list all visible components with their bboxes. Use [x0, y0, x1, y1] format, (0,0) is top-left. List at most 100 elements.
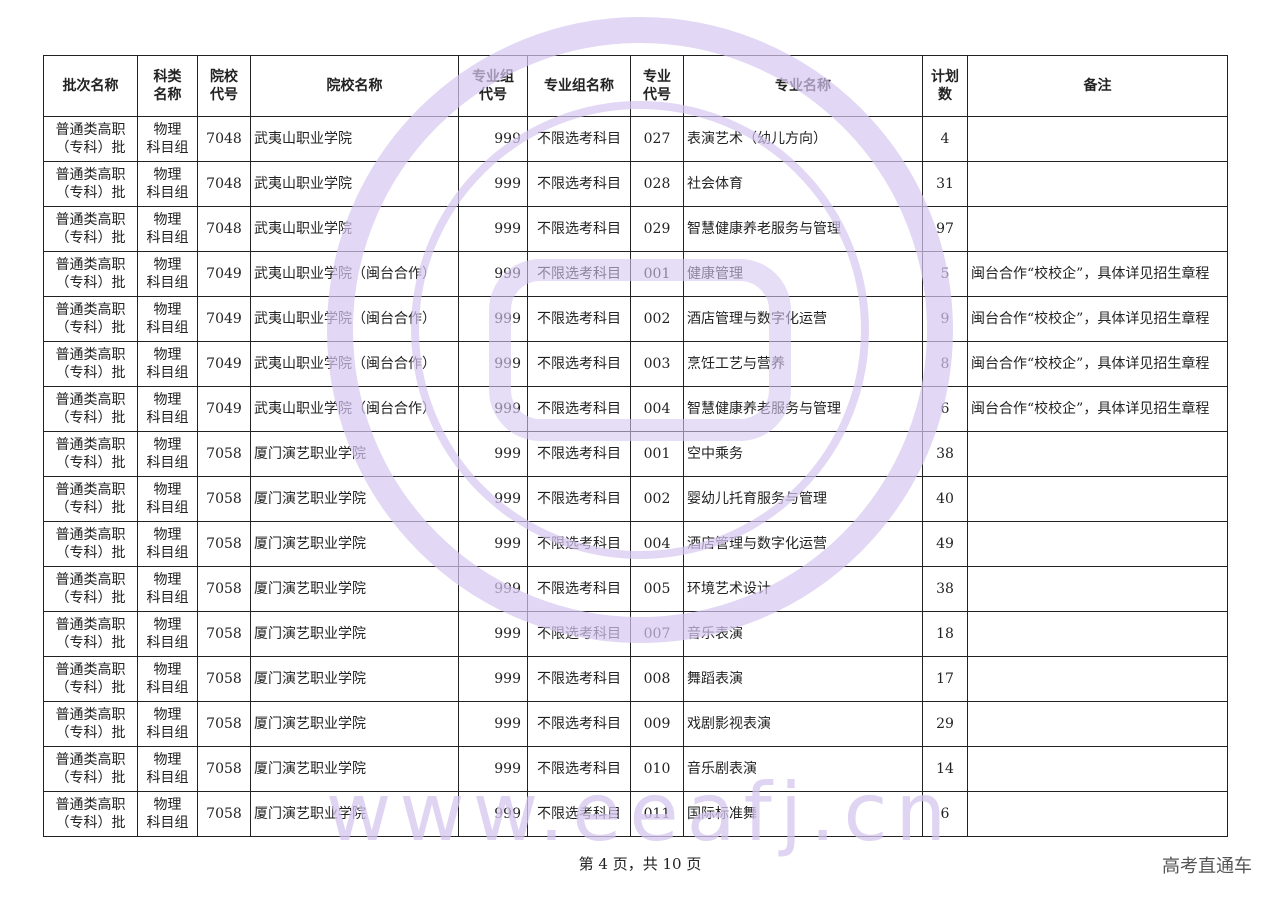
major-code-text: 009 [643, 716, 671, 732]
cell-school-code: 7058 [197, 521, 251, 567]
cell-school: 武夷山职业学院 [250, 116, 459, 162]
cell-school-code: 7058 [197, 746, 251, 792]
cell-group-code: 999 [458, 386, 528, 432]
cell-group-code: 999 [458, 611, 528, 657]
cell-batch: 普通类高职 （专科）批 [43, 251, 138, 297]
cell-school-code: 7049 [197, 251, 251, 297]
plan-text: 8 [940, 356, 950, 372]
cell-plan: 6 [922, 386, 968, 432]
cell-plan: 5 [922, 251, 968, 297]
school-code-text: 7049 [206, 266, 242, 282]
cell-batch: 普通类高职 （专科）批 [43, 476, 138, 522]
cell-plan: 8 [922, 341, 968, 387]
group-code-text: 999 [494, 626, 521, 642]
category-text: 物理 [153, 572, 182, 588]
cell-major-code: 004 [630, 521, 684, 567]
major-code-text: 028 [643, 176, 671, 192]
cell-school-code: 7058 [197, 791, 251, 837]
header-category: 科类 名称 [137, 55, 198, 117]
cell-major: 音乐表演 [683, 611, 923, 657]
table-row: 普通类高职 （专科）批 物理 科目组 7049 武夷山职业学院（闽台合作） 999 不限选考科… [43, 386, 1228, 432]
batch-text: （专科）批 [55, 590, 126, 606]
category-text: 科目组 [146, 500, 189, 516]
table-row: 普通类高职 （专科）批 物理 科目组 7048 武夷山职业学院 999 不限选考科目 028 社会… [43, 161, 1228, 207]
header-text: 专业组 [472, 69, 514, 85]
school-code-text: 7058 [206, 716, 242, 732]
school-code-text: 7058 [206, 491, 242, 507]
school-code-text: 7058 [206, 536, 242, 552]
category-text: 科目组 [146, 410, 189, 426]
cell-major-code: 028 [630, 161, 684, 207]
cell-category: 物理 科目组 [137, 431, 198, 477]
group-code-text: 999 [494, 536, 521, 552]
cell-major-code: 002 [630, 476, 684, 522]
cell-batch: 普通类高职 （专科）批 [43, 296, 138, 342]
major-text: 烹饪工艺与营养 [687, 356, 785, 372]
cell-category: 物理 科目组 [137, 341, 198, 387]
cell-group-code: 999 [458, 521, 528, 567]
cell-batch: 普通类高职 （专科）批 [43, 161, 138, 207]
school-text: 武夷山职业学院 [254, 176, 352, 192]
cell-school-code: 7058 [197, 476, 251, 522]
header-text: 名称 [153, 87, 182, 103]
category-text: 物理 [153, 662, 182, 678]
cell-group-code: 999 [458, 566, 528, 612]
cell-group-code: 999 [458, 206, 528, 252]
batch-text: （专科）批 [55, 320, 126, 336]
cell-note [967, 431, 1228, 477]
cell-plan: 18 [922, 611, 968, 657]
school-code-text: 7049 [206, 401, 242, 417]
cell-group-name: 不限选考科目 [527, 161, 631, 207]
group-code-text: 999 [494, 356, 521, 372]
group-name-text: 不限选考科目 [537, 491, 621, 507]
cell-major: 酒店管理与数字化运营 [683, 521, 923, 567]
cell-major: 环境艺术设计 [683, 566, 923, 612]
school-code-text: 7058 [206, 626, 242, 642]
batch-text: （专科）批 [55, 680, 126, 696]
school-code-text: 7058 [206, 446, 242, 462]
batch-text: 普通类高职 [55, 392, 126, 408]
major-text: 智慧健康养老服务与管理 [687, 221, 841, 237]
cell-plan: 4 [922, 116, 968, 162]
major-code-text: 007 [643, 626, 671, 642]
batch-text: 普通类高职 [55, 662, 126, 678]
major-text: 空中乘务 [687, 446, 743, 462]
cell-category: 物理 科目组 [137, 656, 198, 702]
cell-group-code: 999 [458, 431, 528, 477]
major-text: 表演艺术（幼儿方向） [687, 131, 827, 147]
group-code-text: 999 [494, 581, 521, 597]
school-text: 武夷山职业学院 [254, 131, 352, 147]
batch-text: 普通类高职 [55, 707, 126, 723]
category-text: 物理 [153, 527, 182, 543]
cell-group-code: 999 [458, 656, 528, 702]
major-text: 婴幼儿托育服务与管理 [687, 491, 827, 507]
cell-school-code: 7048 [197, 206, 251, 252]
cell-note [967, 206, 1228, 252]
major-text: 音乐剧表演 [687, 761, 757, 777]
cell-major-code: 029 [630, 206, 684, 252]
header-text: 院校名称 [326, 78, 383, 94]
school-text: 厦门演艺职业学院 [254, 536, 366, 552]
table-row: 普通类高职 （专科）批 物理 科目组 7058 厦门演艺职业学院 999 不限选考科目 002 婴… [43, 476, 1228, 522]
cell-category: 物理 科目组 [137, 206, 198, 252]
school-text: 厦门演艺职业学院 [254, 806, 366, 822]
cell-group-name: 不限选考科目 [527, 701, 631, 747]
batch-text: 普通类高职 [55, 617, 126, 633]
group-name-text: 不限选考科目 [537, 671, 621, 687]
cell-category: 物理 科目组 [137, 566, 198, 612]
cell-major: 音乐剧表演 [683, 746, 923, 792]
batch-text: （专科）批 [55, 140, 126, 156]
header-text: 专业名称 [775, 78, 831, 94]
cell-group-name: 不限选考科目 [527, 431, 631, 477]
batch-text: （专科）批 [55, 500, 126, 516]
batch-text: （专科）批 [55, 635, 126, 651]
group-name-text: 不限选考科目 [537, 356, 621, 372]
cell-note [967, 521, 1228, 567]
plan-text: 49 [936, 536, 954, 552]
cell-major-code: 009 [630, 701, 684, 747]
major-text: 环境艺术设计 [687, 581, 771, 597]
group-name-text: 不限选考科目 [537, 266, 621, 282]
school-code-text: 7049 [206, 311, 242, 327]
batch-text: 普通类高职 [55, 527, 126, 543]
cell-major-code: 008 [630, 656, 684, 702]
